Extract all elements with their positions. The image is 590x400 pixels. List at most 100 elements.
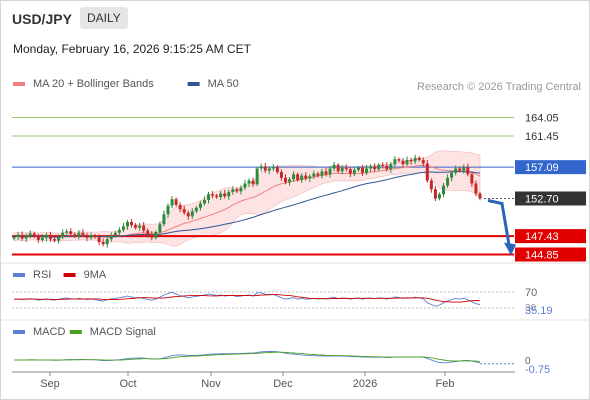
level-tag-152.70 [515,191,586,206]
candle-body [405,159,409,165]
candle-body [397,159,401,161]
candle [267,166,271,175]
candle-body [450,172,454,178]
candle-body [182,209,186,213]
candle-body [207,194,211,200]
candle [243,180,247,190]
price-legend-label-0: MA 20 + Bollinger Bands [33,78,154,90]
candle [73,232,77,239]
candle [134,223,138,230]
candle [65,229,69,237]
rsi-legend-swatch-0 [13,273,25,277]
candle [202,196,206,206]
candle-body [283,177,287,183]
candle-body [121,226,125,230]
candle [251,177,255,187]
candle [316,171,320,178]
candle-body [454,168,458,173]
level-label-147.43: 147.43 [525,231,559,243]
candle-body [421,159,425,164]
macd-tick-0: 0 [525,356,531,367]
candle [117,227,121,236]
candle-body [259,166,263,169]
candle [174,197,178,207]
candle [296,172,300,182]
x-tick-label-0: Sep [40,378,60,390]
candle [207,191,211,204]
candle [178,202,182,213]
candle-body [340,167,344,172]
candle-body [332,164,336,169]
candle-body [288,179,292,183]
candle-body [369,166,373,169]
candle-body [69,231,73,235]
candle [146,228,150,238]
candle-body [48,234,52,240]
candle-body [215,195,219,198]
candle [12,235,16,241]
candle-body [194,207,198,212]
candle [308,174,312,182]
rsi-legend-swatch-1 [63,273,76,277]
candle-body [300,175,304,180]
candle [470,172,474,187]
candle-body [437,194,441,199]
candle [170,196,174,209]
candle-body [97,237,101,243]
level-tag-147.43 [515,229,586,244]
candle [40,234,44,243]
candle-body [442,185,446,195]
candle-body [73,234,77,237]
candle-body [401,160,405,165]
candle [121,222,125,233]
candle-body [393,159,397,165]
macd-signal-line [14,351,481,362]
candle-body [125,222,129,227]
x-tick-label-2: Nov [201,378,221,390]
candle-body [231,189,235,193]
candle-body [227,192,231,197]
candle-body [20,234,24,239]
timeframe-button[interactable]: DAILY [80,7,128,29]
candle-body [162,214,166,225]
rsi-tick-30: 30 [525,303,537,314]
candle-body [271,167,275,169]
candle [198,200,202,211]
candle [235,187,239,194]
x-tick-label-1: Oct [119,378,136,390]
candle-body [316,173,320,176]
candle-body [36,236,40,240]
candle [231,186,235,195]
candle [300,173,304,183]
candle [182,205,186,215]
candle [36,233,40,243]
candle-body [44,234,48,238]
candle-body [130,222,134,225]
candle-body [146,230,150,235]
candle [263,162,267,173]
x-tick-label-3: Dec [273,378,293,390]
macd-last-value: -0.75 [525,364,550,376]
candle [166,203,170,218]
candle [437,192,441,201]
candle [28,230,32,239]
candle [150,231,154,241]
candle-body [446,177,450,186]
candle-body [324,171,328,175]
candle-body [466,167,470,175]
candle-body [81,232,85,235]
price-legend-swatch-1 [187,82,200,86]
candle-body [150,234,154,238]
macd-legend-label-0: MACD [33,326,65,338]
level-tag-144.85 [515,247,586,262]
candle [109,232,113,242]
candle-body [117,229,121,233]
candle [93,233,97,239]
candle [215,193,219,199]
candle [158,221,162,236]
candle-body [462,167,466,171]
candle-body [389,164,393,170]
candle-body [170,199,174,206]
